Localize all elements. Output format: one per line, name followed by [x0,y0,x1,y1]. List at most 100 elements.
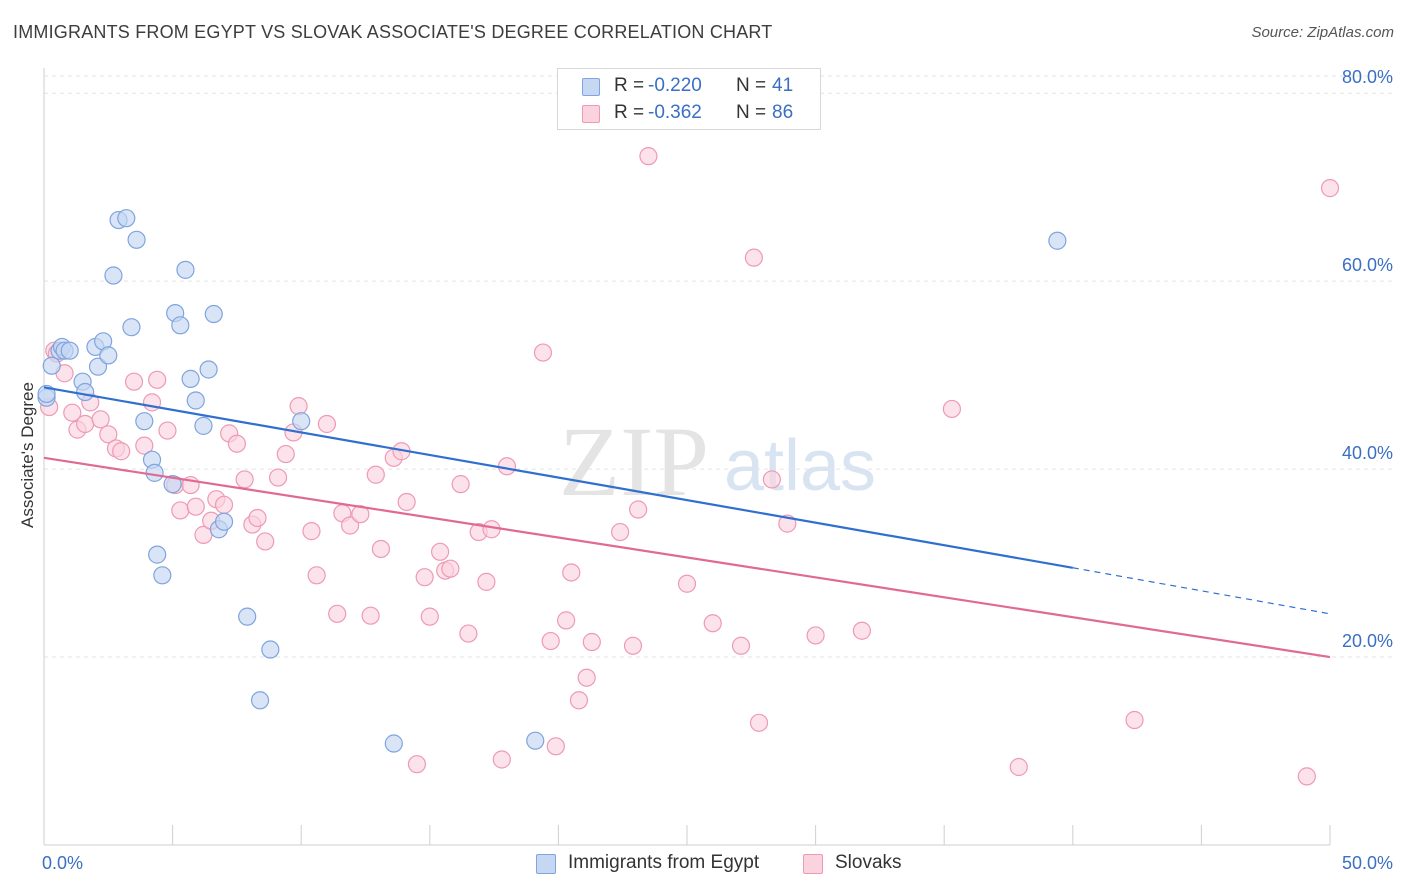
slovak-point [541,631,560,651]
slovak-point [420,607,439,626]
egypt-point [88,357,108,376]
egypt-points [37,209,1067,753]
egypt-point [171,316,190,335]
legend-r-label: R = [614,102,645,123]
slovak-trend-line [43,456,1331,659]
egypt-point [176,260,195,279]
slovak-point [546,737,565,756]
legend-row-slovaks: R = -0.362 N = 86 [558,100,820,128]
bottom-legend-swatch-egypt [536,854,556,874]
slovak-point [749,713,769,732]
legend-n-value-slovaks: 86 [772,102,794,123]
slovak-point [497,457,517,476]
slovak-point [942,399,962,419]
egypt-point [199,360,218,379]
watermark-atlas: atlas [724,426,876,506]
legend-n-label: N = [736,75,767,96]
slovak-point [1125,710,1144,730]
y-tick-label: 20.0% [1342,631,1393,651]
slovak-point [415,568,434,587]
slovak-point [677,574,697,593]
slovak-point [91,410,110,429]
slovak-point [99,425,118,444]
egypt-point [194,416,213,435]
egypt-point [163,475,182,494]
legend-r-value-slovaks: -0.362 [648,102,702,123]
slovak-point [317,414,337,434]
slovak-point [276,444,295,464]
legend-n-value-egypt: 41 [772,75,794,96]
chart-title: IMMIGRANTS FROM EGYPT VS SLOVAK ASSOCIAT… [13,22,773,42]
egypt-point [250,691,270,710]
egypt-point [238,607,257,626]
slovak-point [302,522,321,541]
egypt-point [127,230,146,249]
y-tick-label: 80.0% [1342,67,1393,87]
slovak-point [562,563,581,582]
egypt-trend-extension [1072,567,1331,615]
slovak-point [1320,179,1340,198]
egypt-point [99,346,118,365]
egypt-point [261,640,280,659]
egypt-point [145,463,164,482]
x-tick-label: 50.0% [1342,853,1393,873]
slovak-point [214,495,234,514]
slovak-point [361,606,380,625]
slovak-point [366,465,385,484]
egypt-point [104,266,123,285]
slovak-point [1297,767,1316,786]
y-tick-label: 40.0% [1342,443,1393,463]
slovak-point [112,442,131,461]
slovak-point [451,475,470,494]
bottom-legend-label-slovaks: Slovaks [835,852,902,873]
egypt-point [186,391,205,410]
egypt-point [76,382,95,402]
slovak-point [482,520,501,539]
slovak-point [256,532,275,551]
egypt-point [122,318,141,337]
slovak-point [623,636,643,655]
slovak-point [477,572,496,591]
slovak-point [148,370,167,389]
legend-r-label: R = [614,75,645,96]
correlation-legend: R = -0.220 N = 41 R = -0.362 N = 86 [557,68,821,130]
slovak-point [248,508,267,528]
slovak-point [340,516,360,535]
slovak-point [611,522,630,542]
egypt-point [214,512,234,531]
legend-swatch-egypt [582,78,600,96]
egypt-point [148,545,167,564]
slovak-point [227,434,246,453]
slovak-point [533,343,553,362]
slovak-point [639,147,658,166]
x-tick-label: 0.0% [42,853,83,873]
slovak-point [731,636,751,655]
slovak-point [171,501,190,520]
bottom-legend-swatch-slovaks [803,854,823,874]
egypt-point [42,356,61,375]
slovak-point [852,621,871,640]
slovak-point [235,470,254,489]
egypt-point [153,566,172,585]
slovak-point [328,604,347,623]
slovak-point [744,248,763,267]
legend-row-egypt: R = -0.220 N = 41 [558,73,820,101]
egypt-point [181,369,200,388]
slovak-point [577,668,596,687]
slovak-point [63,403,82,422]
slovak-point [76,414,95,434]
slovak-point [806,626,825,645]
legend-r-value-egypt: -0.220 [648,75,702,96]
slovak-point [1009,757,1028,777]
slovak-point [351,505,370,524]
slovak-point [629,500,648,519]
slovak-point [582,632,601,652]
egypt-point [204,304,223,324]
source-credit: Source: ZipAtlas.com [1251,24,1394,41]
egypt-point [135,412,154,431]
egypt-point [384,734,403,753]
slovak-point [289,397,308,416]
legend-n-label: N = [736,102,767,123]
slovak-point [492,750,511,769]
slovak-point [124,372,144,391]
